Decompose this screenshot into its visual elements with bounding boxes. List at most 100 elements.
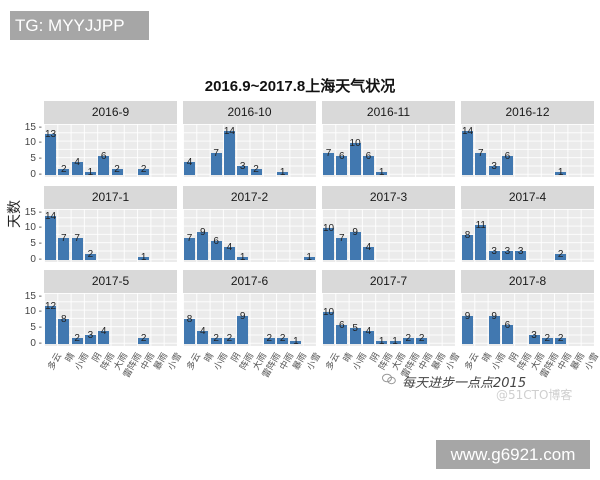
bar-value-label: 3 xyxy=(517,245,524,257)
bar xyxy=(555,337,567,344)
bar xyxy=(555,253,567,260)
bar-value-label: 9 xyxy=(200,226,206,238)
x-tick-label: 多云 xyxy=(185,351,204,373)
bar xyxy=(303,256,315,260)
bar xyxy=(462,130,473,175)
bar-value-label: 2 xyxy=(213,332,219,344)
bar-value-label: 1 xyxy=(293,335,299,347)
bar xyxy=(45,215,56,260)
bar xyxy=(528,334,540,344)
y-tick-label: 10 - xyxy=(24,222,42,234)
bar-value-label: 6 xyxy=(339,320,345,332)
bar xyxy=(58,168,70,175)
y-tick-label: 15 - xyxy=(24,121,42,133)
facet-strip-label: 2017-7 xyxy=(322,270,455,293)
facet-strip-label: 2016-11 xyxy=(322,101,455,124)
facet-strip-label: 2017-2 xyxy=(183,186,316,209)
facet-strip-label: 2016-12 xyxy=(461,101,594,124)
bar xyxy=(501,250,513,260)
bar xyxy=(98,331,110,344)
bar-value-label: 14 xyxy=(44,210,57,222)
bar xyxy=(541,337,553,344)
bar-value-label: 2 xyxy=(140,163,147,175)
x-tick-label: 小雨 xyxy=(490,351,508,373)
bar xyxy=(515,250,527,260)
bar-value-label: 1 xyxy=(87,166,94,178)
bar xyxy=(462,315,473,344)
bar xyxy=(323,312,334,344)
bar xyxy=(210,241,222,260)
bar-value-label: 4 xyxy=(100,326,107,338)
footer-watermark: 每天进步一点点2015 xyxy=(402,376,527,391)
wechat-icon xyxy=(382,373,396,385)
bar-value-label: 2 xyxy=(279,332,286,344)
bar-value-label: 2 xyxy=(226,332,233,344)
x-tick-label: 小雪 xyxy=(583,351,600,373)
bar-value-label: 1 xyxy=(378,335,385,347)
bar xyxy=(336,325,348,344)
bar-value-label: 4 xyxy=(200,326,206,338)
bar xyxy=(138,337,150,344)
facet-panel: 2016-10 4 7 14 3 2 1 xyxy=(183,101,316,178)
facet-strip-label: 2017-6 xyxy=(183,270,316,293)
bar-value-label: 2 xyxy=(544,332,551,344)
facet-plot-area: 10 6 5 4 1 1 2 2 xyxy=(322,293,455,347)
facet-plot-area: 7 6 10 6 1 xyxy=(322,124,455,178)
bar-value-label: 3 xyxy=(239,160,246,172)
bar xyxy=(237,315,249,344)
bar-value-label: 2 xyxy=(87,248,94,260)
y-tick-label: 15 - xyxy=(24,206,42,218)
bar-value-label: 4 xyxy=(226,242,233,254)
bar-value-label: 12 xyxy=(44,301,57,313)
bar-value-label: 9 xyxy=(239,310,246,322)
bar xyxy=(277,337,289,344)
bar-value-label: 8 xyxy=(61,313,67,325)
bar-value-label: 7 xyxy=(325,147,332,159)
bar xyxy=(362,331,374,344)
y-tick-label: 0 - xyxy=(30,169,42,180)
bar xyxy=(84,253,96,260)
bar-value-label: 13 xyxy=(44,128,57,140)
bar xyxy=(376,171,388,175)
bar xyxy=(237,256,249,260)
bar xyxy=(184,318,195,344)
bar-value-label: 10 xyxy=(322,307,335,319)
bar-value-label: 6 xyxy=(504,151,511,163)
bar xyxy=(362,247,374,260)
facet-plot-area: 12 8 2 3 4 2 xyxy=(44,293,177,346)
bar-value-label: 1 xyxy=(557,166,564,178)
bar-value-label: 10 xyxy=(322,223,335,235)
x-tick-label: 小雪 xyxy=(444,351,462,373)
facet-panel: 2017-7 10 6 5 4 1 1 2 2 xyxy=(322,270,455,347)
bar xyxy=(416,337,428,344)
facet-panel: 2017-1 14 7 7 2 1 xyxy=(44,186,177,263)
bar xyxy=(290,340,302,344)
y-tick-label: 5 - xyxy=(30,322,42,334)
bar-value-label: 3 xyxy=(504,245,511,257)
bar xyxy=(223,130,235,175)
bar-value-label: 1 xyxy=(392,335,398,347)
watermark-top-left: TG: MYYJJPP xyxy=(10,11,149,40)
footer-watermark-sub: @51CTO博客 xyxy=(496,388,573,402)
bar-value-label: 9 xyxy=(491,310,497,322)
facet-panel: 2017-8 9 9 6 3 2 2 xyxy=(461,270,594,346)
bar xyxy=(84,171,96,175)
facet-plot-area: 10 7 9 4 xyxy=(322,209,455,262)
bar-value-label: 2 xyxy=(557,332,564,344)
facet-strip-label: 2017-4 xyxy=(461,186,594,209)
facet-panel: 2017-2 7 9 6 4 1 1 xyxy=(183,186,316,263)
x-tick-label: 多云 xyxy=(46,351,65,373)
bar xyxy=(462,234,473,260)
bar xyxy=(349,328,361,344)
bar-value-label: 1 xyxy=(306,251,312,263)
y-axis: 15 - 10 - 5 - 0 - xyxy=(0,121,42,180)
x-tick-label: 小雨 xyxy=(212,351,230,373)
facet-panel: 2016-12 14 7 3 6 1 xyxy=(461,101,594,178)
bar-value-label: 8 xyxy=(464,229,471,241)
x-axis: 多云晴小雨阴阵雨 大雨 雷阵雨 中雨 暴雨 小雪 xyxy=(44,346,184,386)
bar-value-label: 10 xyxy=(349,138,361,150)
bar xyxy=(138,256,150,260)
bar-value-label: 3 xyxy=(491,245,497,257)
